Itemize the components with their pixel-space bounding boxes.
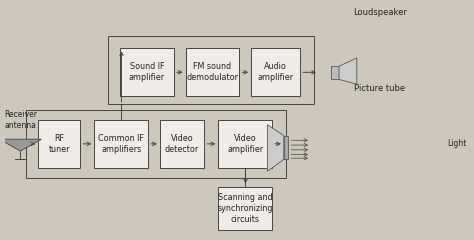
Bar bbox=[284, 136, 289, 159]
Bar bbox=[38, 120, 80, 168]
Polygon shape bbox=[0, 139, 41, 151]
Bar bbox=[219, 187, 272, 230]
Bar bbox=[120, 48, 174, 96]
Polygon shape bbox=[267, 125, 284, 171]
Bar bbox=[251, 48, 300, 96]
Text: Sound IF
amplifier: Sound IF amplifier bbox=[129, 62, 165, 82]
Text: Light: Light bbox=[447, 139, 466, 148]
Bar bbox=[330, 66, 339, 79]
Bar bbox=[160, 120, 204, 168]
Text: Receiver
antenna: Receiver antenna bbox=[4, 110, 37, 130]
Text: Common IF
amplifiers: Common IF amplifiers bbox=[98, 134, 144, 154]
Bar bbox=[94, 120, 148, 168]
Text: Scanning and
synchronizing
circuits: Scanning and synchronizing circuits bbox=[218, 193, 273, 224]
Text: Picture tube: Picture tube bbox=[354, 84, 405, 94]
Text: Audio
amplifier: Audio amplifier bbox=[257, 62, 294, 82]
Bar bbox=[109, 36, 314, 104]
Text: Video
detector: Video detector bbox=[165, 134, 199, 154]
Bar bbox=[27, 110, 286, 179]
Text: Video
amplifier: Video amplifier bbox=[227, 134, 263, 154]
Bar bbox=[185, 48, 239, 96]
Text: Loudspeaker: Loudspeaker bbox=[353, 8, 407, 17]
Text: RF
tuner: RF tuner bbox=[48, 134, 70, 154]
Text: FM sound
demodulator: FM sound demodulator bbox=[186, 62, 238, 82]
Polygon shape bbox=[339, 58, 357, 84]
Bar bbox=[219, 120, 272, 168]
